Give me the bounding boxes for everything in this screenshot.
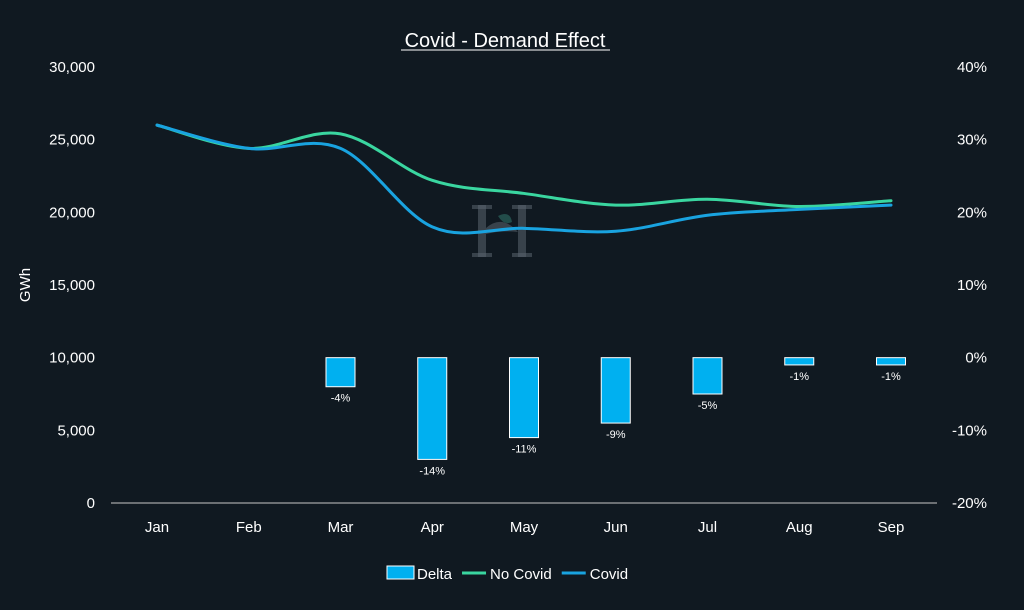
delta-bar — [784, 357, 815, 366]
delta-legend-swatch — [386, 565, 415, 580]
x-axis-ticks: Jan Feb Mar Apr May Jun Jul Aug Sep — [145, 519, 904, 536]
delta-bars — [325, 357, 906, 460]
chart-title: Covid - Demand Effect — [405, 30, 606, 52]
delta-bar-label: -11% — [512, 444, 537, 456]
y-right-tick-label: 10% — [957, 277, 987, 294]
x-tick-label: Mar — [328, 519, 354, 536]
delta-bar — [876, 357, 906, 366]
y-right-tick-label: 20% — [957, 204, 987, 221]
y-axis-left-title: GWh — [17, 268, 34, 302]
no-covid-line — [155, 123, 893, 209]
covid-line — [155, 123, 893, 235]
y-axis-left-ticks: 30,000 25,000 20,000 15,000 10,000 5,000 0 — [49, 59, 95, 512]
y-left-tick-label: 25,000 — [49, 132, 95, 149]
y-right-tick-label: 0% — [965, 350, 987, 367]
y-left-tick-label: 0 — [87, 495, 95, 512]
y-left-tick-label: 20,000 — [49, 204, 95, 221]
delta-bar-label: -9% — [606, 429, 626, 441]
delta-bar — [600, 357, 631, 424]
y-left-tick-label: 30,000 — [49, 59, 95, 76]
delta-bar-labels: -4% -14% -11% -9% -5% -1% -1% — [331, 371, 901, 477]
y-left-tick-label: 5,000 — [57, 422, 95, 439]
delta-bar-label: -1% — [881, 371, 901, 383]
x-tick-label: Jul — [698, 519, 717, 536]
y-left-tick-label: 10,000 — [49, 350, 95, 367]
delta-bar-label: -14% — [419, 465, 445, 477]
x-tick-label: May — [510, 519, 539, 536]
y-right-tick-label: -10% — [952, 422, 987, 439]
covid-legend-label: Covid — [590, 566, 628, 583]
no-covid-legend-label: No Covid — [490, 566, 552, 583]
y-right-tick-label: 30% — [957, 132, 987, 149]
delta-bar-label: -1% — [789, 371, 809, 383]
delta-bar-label: -4% — [331, 393, 351, 405]
y-right-tick-label: -20% — [952, 495, 987, 512]
x-tick-label: Feb — [236, 519, 262, 536]
x-tick-label: Aug — [786, 519, 813, 536]
y-right-tick-label: 40% — [957, 59, 987, 76]
x-tick-label: Jan — [145, 519, 169, 536]
chart-legend: Delta No Covid Covid — [386, 565, 628, 583]
y-left-tick-label: 15,000 — [49, 277, 95, 294]
line-series — [155, 123, 893, 235]
y-axis-right-ticks: 40% 30% 20% 10% 0% -10% -20% — [952, 59, 987, 512]
delta-bar-label: -5% — [698, 400, 718, 412]
delta-bar — [417, 357, 448, 460]
delta-bar — [692, 357, 723, 395]
delta-bar — [509, 357, 539, 439]
x-tick-label: Jun — [604, 519, 628, 536]
x-tick-label: Apr — [421, 519, 444, 536]
x-tick-label: Sep — [878, 519, 905, 536]
delta-legend-label: Delta — [417, 566, 453, 583]
delta-bar — [325, 357, 356, 388]
